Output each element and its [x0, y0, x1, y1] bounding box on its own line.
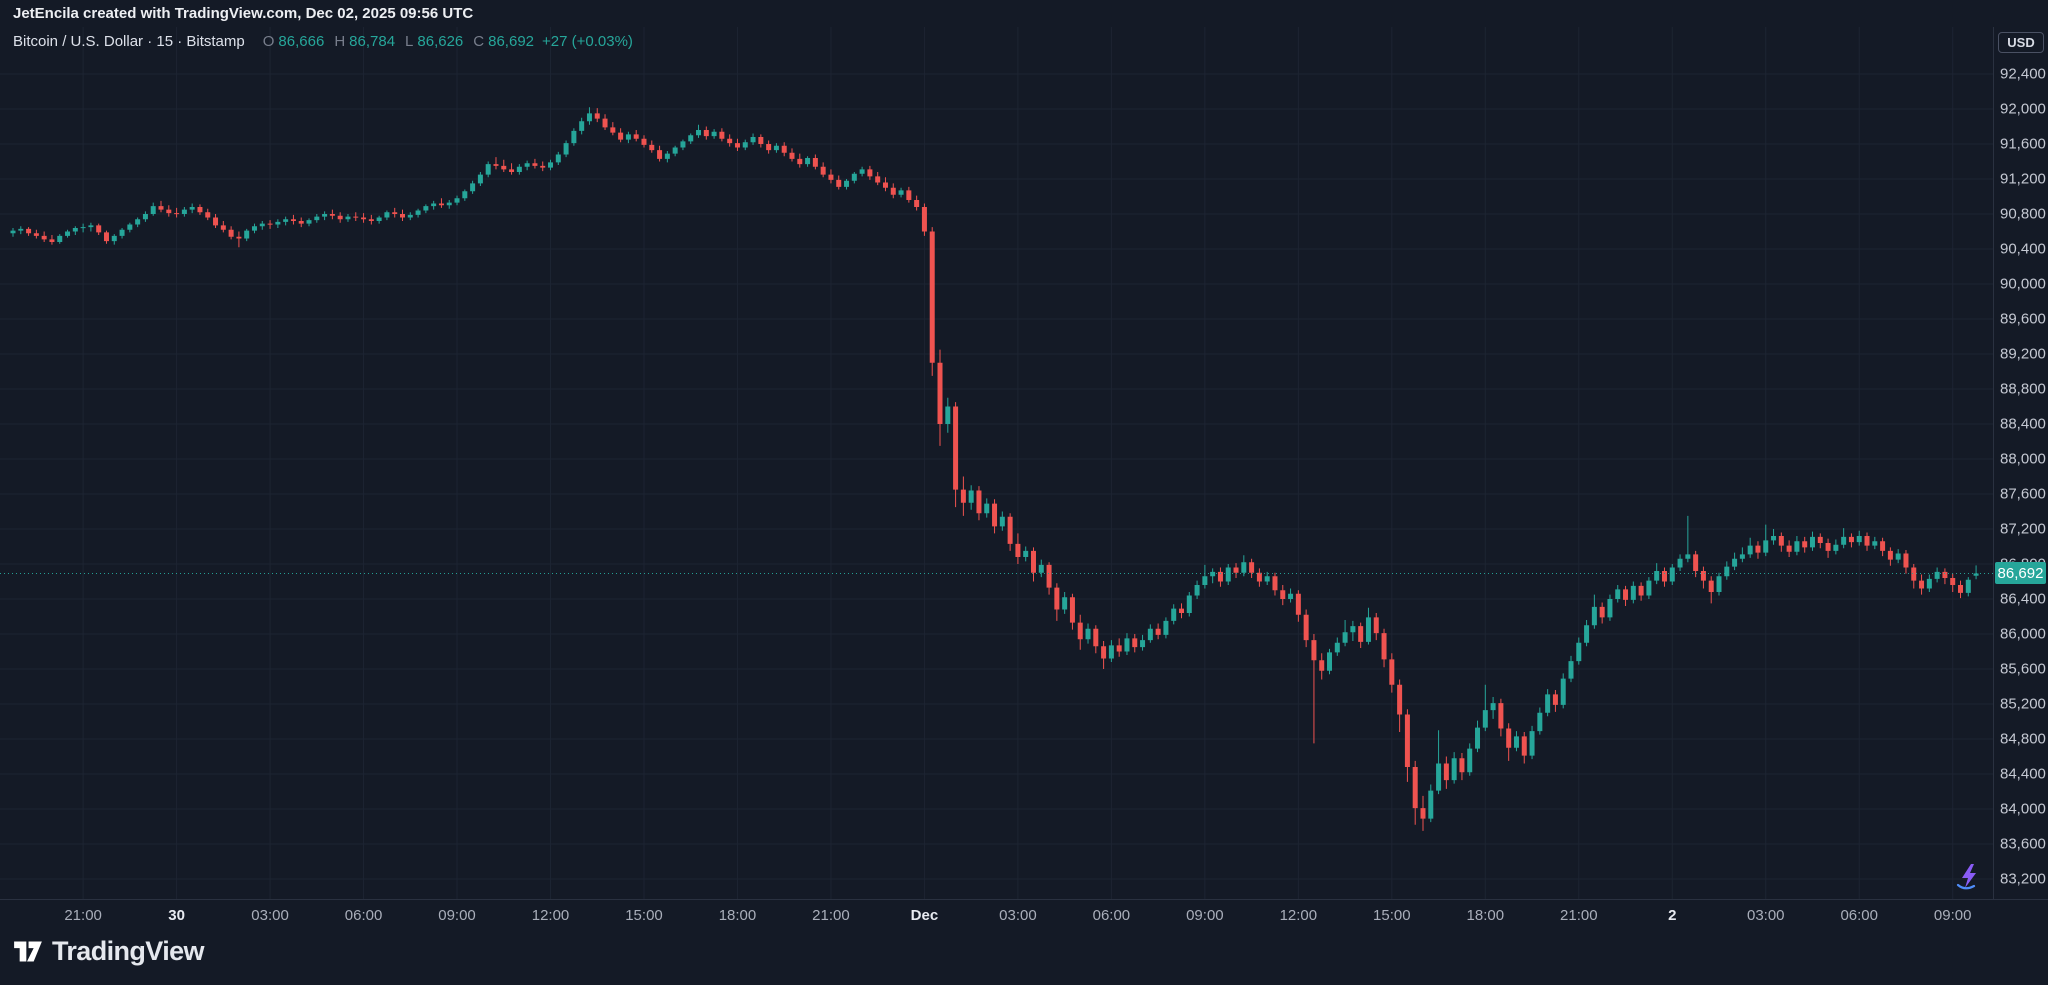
time-tick-label: 09:00 — [1186, 907, 1224, 924]
price-tick-label: 90,400 — [2000, 240, 2046, 258]
low-label: L — [405, 33, 414, 50]
price-tick-label: 84,400 — [2000, 765, 2046, 783]
time-tick-label: 03:00 — [251, 907, 289, 924]
high-label: H — [334, 33, 346, 50]
price-tick-label: 88,400 — [2000, 415, 2046, 433]
price-tick-label: 83,200 — [2000, 870, 2046, 888]
price-tick-label: 83,600 — [2000, 835, 2046, 853]
chart-pane[interactable] — [0, 0, 1993, 932]
ohlc-values: O 86,666 H 86,784 L 86,626 C 86,692 +27 (+0.… — [257, 33, 633, 50]
time-tick-label: 09:00 — [438, 907, 476, 924]
time-tick-label: 18:00 — [718, 907, 757, 924]
price-tick-label: 89,200 — [2000, 345, 2046, 363]
price-tick-label: 85,200 — [2000, 695, 2046, 713]
price-tick-label: 91,600 — [2000, 135, 2046, 153]
price-tick-label: 86,000 — [2000, 625, 2046, 643]
price-tick-label: 88,000 — [2000, 450, 2046, 468]
price-tick-label: 84,800 — [2000, 730, 2046, 748]
time-tick-label: 03:00 — [1746, 907, 1785, 924]
time-tick-label: 15:00 — [625, 907, 663, 924]
time-tick-label: 06:00 — [1840, 907, 1878, 924]
time-tick-label: 21:00 — [64, 907, 102, 924]
time-tick-label: 21:00 — [812, 907, 850, 924]
price-tick-label: 88,800 — [2000, 380, 2046, 398]
price-tick-label: 90,800 — [2000, 205, 2046, 223]
time-tick-label: 30 — [168, 907, 185, 924]
price-tick-label: 92,000 — [2000, 100, 2046, 118]
attribution-text: JetEncila created with TradingView.com, … — [13, 5, 474, 22]
time-tick-label: 18:00 — [1466, 907, 1505, 924]
lightning-icon[interactable] — [1954, 862, 1984, 897]
time-tick-label: Dec — [910, 907, 939, 924]
symbol-title[interactable]: Bitcoin / U.S. Dollar · 15 · Bitstamp — [13, 33, 245, 50]
time-tick-label: 03:00 — [999, 907, 1037, 924]
time-tick-label: 2 — [1668, 907, 1677, 924]
time-tick-label: 06:00 — [1092, 907, 1131, 924]
price-tick-label: 92,400 — [2000, 65, 2046, 83]
price-tick-label: 87,200 — [2000, 520, 2046, 538]
time-tick-label: 12:00 — [1279, 907, 1318, 924]
close-label: C — [473, 33, 485, 50]
candlestick-chart[interactable] — [0, 0, 1993, 932]
time-tick-label: 06:00 — [344, 907, 383, 924]
low-value: 86,626 — [417, 33, 464, 50]
price-tick-label: 89,600 — [2000, 310, 2046, 328]
currency-chip[interactable]: USD — [1998, 32, 2044, 53]
footer: TradingView — [13, 936, 205, 967]
time-tick-label: 21:00 — [1560, 907, 1598, 924]
high-value: 86,784 — [349, 33, 396, 50]
price-tick-label: 86,400 — [2000, 590, 2046, 608]
price-tick-label: 87,600 — [2000, 485, 2046, 503]
price-axis[interactable]: USD 86,692 92,400 92,000 91,600 91,200 90,80… — [1993, 27, 2048, 899]
attribution-bar: JetEncila created with TradingView.com, … — [0, 0, 2048, 27]
time-tick-label: 09:00 — [1933, 907, 1972, 924]
price-tick-label: 85,600 — [2000, 660, 2046, 678]
price-tick-label: 91,200 — [2000, 170, 2046, 188]
time-axis[interactable]: 21:00 30 03:00 06:00 09:00 12:00 15:00 18:00 21:… — [0, 899, 2048, 932]
brand-name[interactable]: TradingView — [52, 936, 205, 966]
price-tick-label: 90,000 — [2000, 275, 2046, 293]
time-tick-label: 12:00 — [531, 907, 570, 924]
change-value: +27 (+0.03%) — [542, 33, 633, 50]
last-price-badge: 86,692 — [1995, 562, 2046, 585]
time-tick-label: 15:00 — [1373, 907, 1411, 924]
close-value: 86,692 — [488, 33, 535, 50]
open-value: 86,666 — [278, 33, 325, 50]
tradingview-logo-icon[interactable] — [13, 938, 43, 965]
open-label: O — [262, 33, 275, 50]
price-tick-label: 84,000 — [2000, 800, 2046, 818]
